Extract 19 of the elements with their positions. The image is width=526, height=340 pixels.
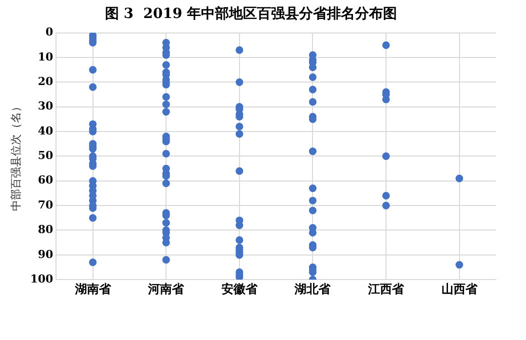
y-tick-label: 0 <box>46 26 54 39</box>
x-tick-label: 安徽省 <box>221 282 258 296</box>
x-tick-label: 湖北省 <box>294 282 332 296</box>
y-tick-label: 10 <box>38 50 54 64</box>
y-tick-label: 30 <box>38 100 54 113</box>
y-axis-title: 中部百强县位次（名） <box>9 101 22 212</box>
y-tick-label: 20 <box>38 75 54 88</box>
y-tick-label: 100 <box>30 272 54 286</box>
chart-title: 图 3 2019 年中部地区百强县分省排名分布图 <box>104 5 398 22</box>
x-tick-label: 河南省 <box>147 282 186 296</box>
y-tick-label: 40 <box>38 124 54 138</box>
y-tick-label: 50 <box>38 149 54 162</box>
y-tick-label: 70 <box>38 198 54 212</box>
x-tick-label: 江西省 <box>367 282 406 296</box>
y-tick-label: 60 <box>38 174 54 187</box>
y-tick-label: 80 <box>38 223 54 236</box>
y-tick-label: 90 <box>38 248 54 261</box>
x-tick-label: 山西省 <box>441 282 478 296</box>
x-tick-label: 湖南省 <box>74 282 112 296</box>
